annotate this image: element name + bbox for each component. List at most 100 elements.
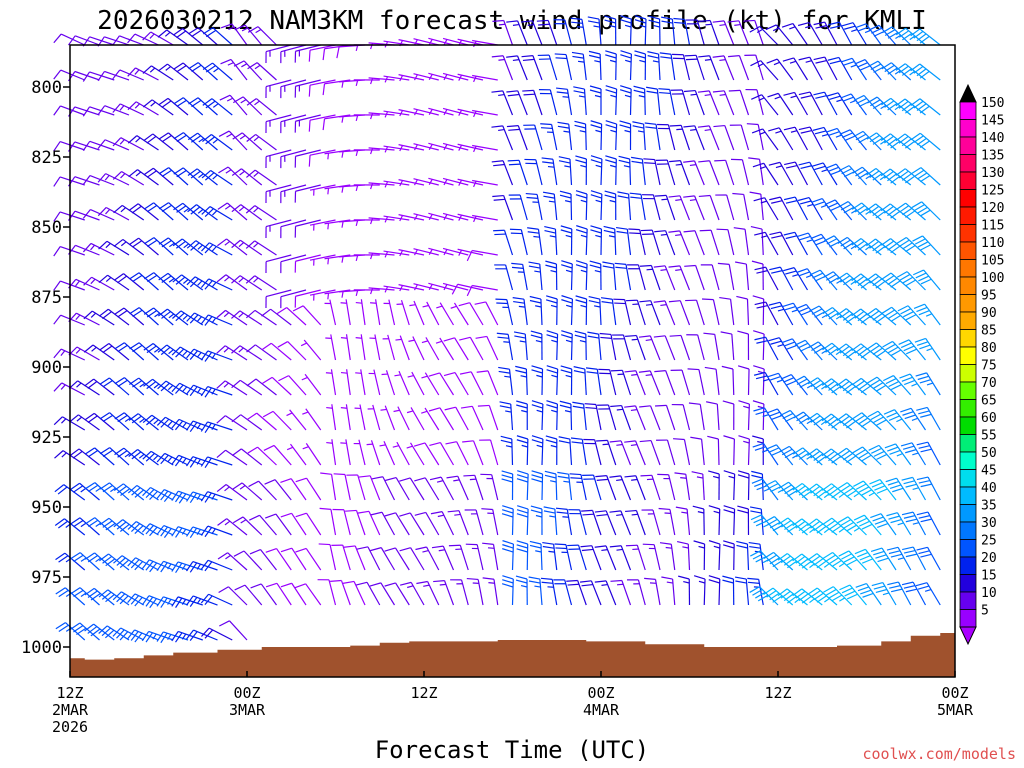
barb-feather — [769, 592, 780, 601]
barb-staff — [60, 348, 86, 361]
barb-staff — [136, 484, 159, 501]
barb-half-feather — [698, 580, 706, 584]
barb-half-feather — [399, 75, 404, 82]
wind-barb — [97, 139, 130, 151]
barb-staff — [897, 581, 912, 606]
barb-staff — [305, 408, 322, 431]
wind-barb — [881, 306, 912, 326]
barb-feather — [683, 160, 695, 163]
barb-feather — [896, 271, 908, 278]
barb-feather — [175, 348, 185, 358]
barb-feather — [901, 138, 912, 147]
wind-barb — [340, 439, 351, 466]
colorbar-label: 105 — [981, 254, 1004, 269]
barb-staff — [525, 368, 528, 396]
barb-feather — [831, 385, 842, 394]
barb-staff — [581, 19, 587, 46]
barb-feather — [202, 62, 213, 70]
barb-feather — [654, 230, 666, 233]
barb-staff — [309, 79, 336, 86]
barb-feather — [72, 485, 84, 493]
barb-feather — [902, 411, 914, 416]
barb-feather — [723, 509, 735, 514]
barb-feather — [276, 307, 288, 315]
barb-feather — [216, 274, 227, 283]
barb-feather — [142, 65, 152, 74]
barb-feather — [785, 235, 797, 240]
barb-feather — [869, 379, 881, 387]
barb-half-feather — [75, 280, 80, 287]
barb-feather — [822, 342, 833, 351]
barb-staff — [717, 438, 720, 466]
barb-feather — [113, 555, 123, 564]
barb-half-feather — [697, 511, 705, 514]
barb-half-feather — [835, 315, 842, 320]
barb-feather — [768, 447, 780, 454]
barb-feather — [567, 583, 580, 586]
wind-barb — [340, 369, 351, 396]
barb-feather — [603, 225, 615, 230]
barb-feather — [659, 542, 672, 545]
wind-barb — [712, 55, 735, 81]
wind-barb — [837, 516, 867, 536]
barb-feather — [884, 275, 895, 283]
wind-barb — [640, 474, 661, 501]
barb-feather — [914, 238, 926, 245]
barb-feather — [113, 273, 124, 281]
barb-feather — [530, 330, 542, 335]
barb-feather — [743, 19, 755, 22]
barb-staff — [912, 477, 927, 501]
wind-barb — [156, 416, 189, 431]
barb-feather — [900, 407, 912, 413]
barb-staff — [652, 194, 661, 221]
barb-feather — [867, 376, 878, 384]
barb-feather — [750, 514, 762, 521]
barb-feather — [814, 165, 826, 171]
barb-staff — [442, 72, 469, 81]
wind-barb — [457, 73, 484, 81]
barb-staff — [424, 442, 440, 466]
wind-barb — [200, 491, 233, 503]
barb-feather — [919, 35, 930, 44]
wind-barb — [442, 72, 469, 81]
wind-barb — [712, 90, 735, 116]
colorbar-label: 25 — [981, 534, 997, 549]
barb-half-feather — [631, 478, 638, 481]
wind-barb — [748, 157, 764, 186]
colorbar-swatch — [959, 399, 977, 418]
barb-feather — [588, 299, 601, 304]
barb-staff — [280, 184, 307, 193]
barb-feather — [566, 579, 578, 582]
barb-staff — [194, 312, 218, 326]
barb-staff — [708, 125, 720, 151]
y-tick-label: 900 — [31, 358, 62, 378]
wind-barb — [529, 540, 543, 571]
barb-half-feather — [340, 302, 347, 304]
barb-feather — [542, 161, 554, 164]
wind-barb — [416, 580, 440, 606]
barb-half-feather — [912, 487, 919, 491]
barb-feather — [905, 314, 917, 321]
barb-feather — [117, 310, 128, 318]
barb-feather — [53, 69, 62, 80]
barb-feather — [854, 380, 865, 388]
barb-feather — [580, 545, 592, 548]
barb-feather — [516, 544, 528, 549]
barb-feather — [903, 515, 916, 519]
wind-barb — [158, 167, 189, 186]
barb-feather — [82, 106, 91, 117]
barb-feather — [217, 202, 228, 210]
barb-half-feather — [153, 419, 159, 425]
barb-feather — [575, 194, 588, 199]
barb-feather — [887, 480, 899, 486]
barb-feather — [531, 369, 543, 374]
barb-feather — [245, 275, 256, 284]
barb-feather — [529, 540, 542, 545]
barb-feather — [770, 340, 782, 345]
barb-feather — [753, 407, 765, 412]
barb-feather — [799, 235, 811, 241]
barb-feather — [794, 339, 806, 346]
barb-feather — [866, 167, 877, 176]
barb-feather — [186, 276, 196, 286]
barb-half-feather — [565, 374, 572, 378]
